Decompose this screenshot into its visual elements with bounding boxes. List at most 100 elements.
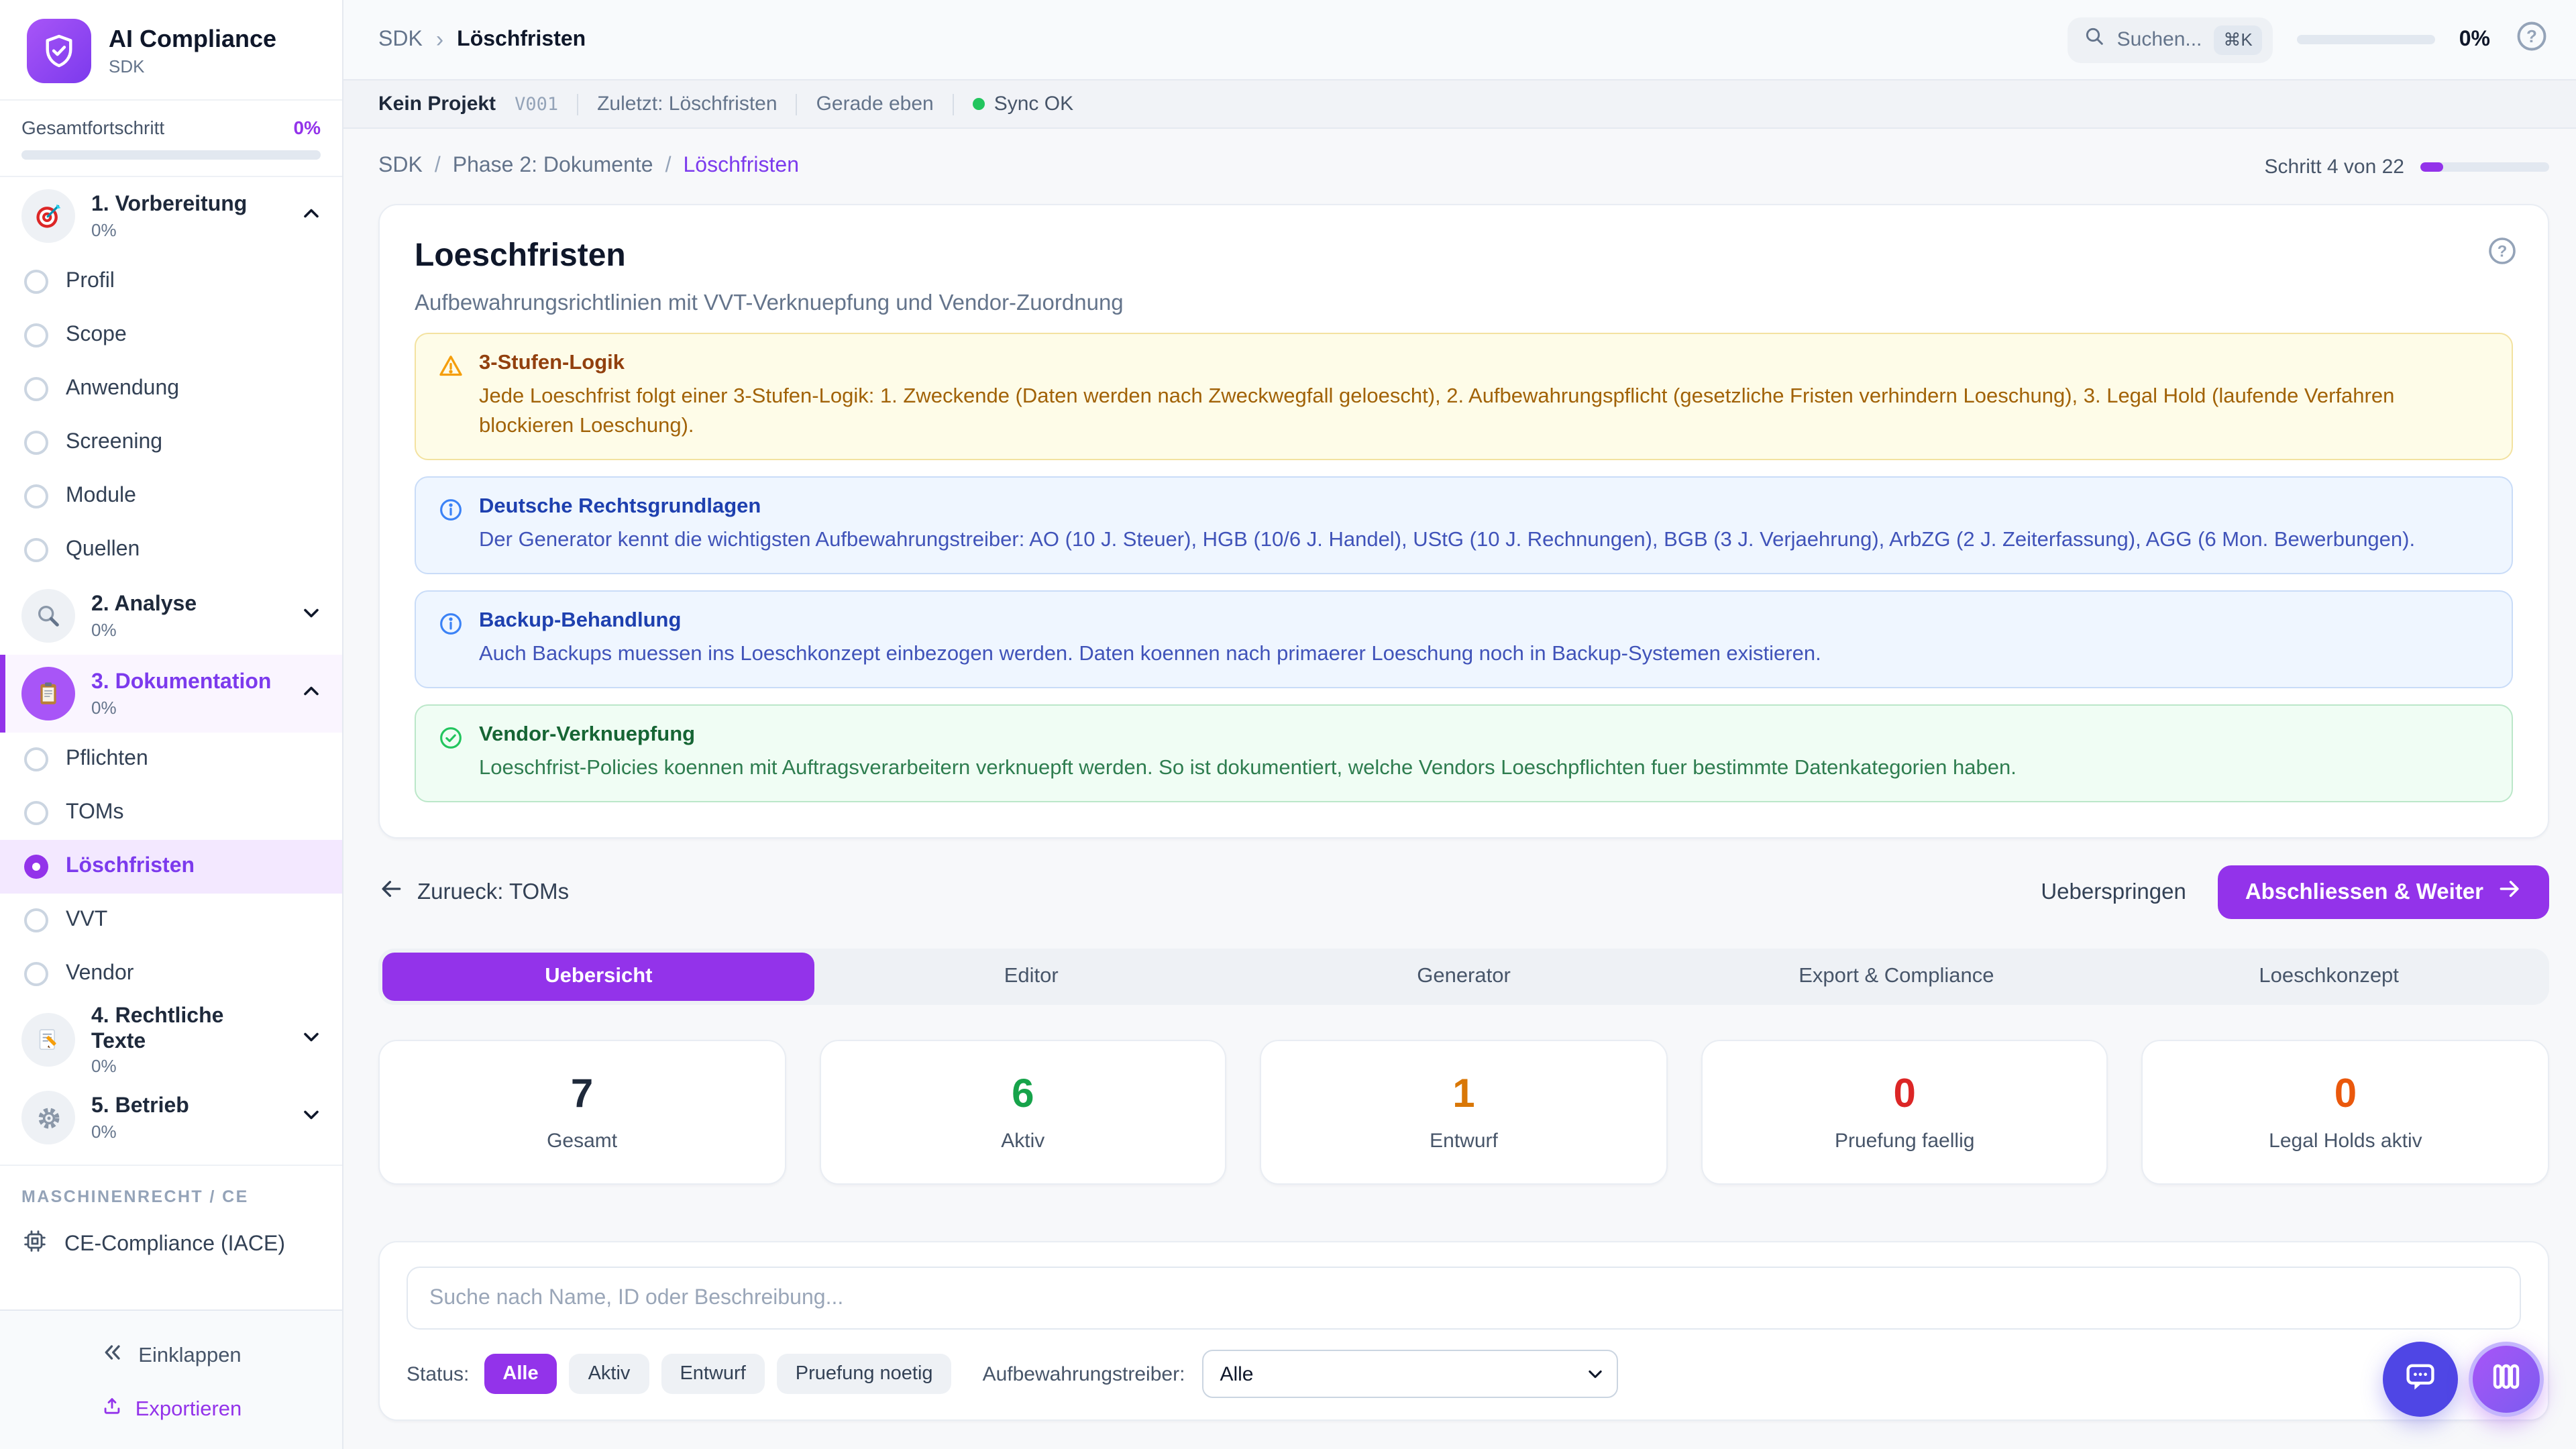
stat-entwurf: 1 Entwurf [1260, 1040, 1668, 1185]
sidebar-item-quellen[interactable]: Quellen [0, 523, 342, 577]
board-view-button[interactable] [2469, 1342, 2544, 1417]
sidebar-item-pflichten[interactable]: Pflichten [0, 733, 342, 786]
header-progress-bar [2296, 35, 2435, 44]
double-chevron-left-icon [101, 1340, 125, 1371]
topbar-breadcrumb: SDK › Löschfristen [378, 26, 586, 53]
search-icon [2084, 25, 2105, 54]
app-subtitle: SDK [109, 56, 145, 76]
sidebar-item-screening[interactable]: Screening [0, 416, 342, 470]
app-logo-row: AI Compliance SDK [0, 0, 342, 101]
warning-triangle-icon [437, 353, 464, 441]
breadcrumb-phase[interactable]: Phase 2: Dokumente [452, 154, 653, 177]
chevron-right-icon: › [435, 26, 444, 52]
section-percent: 0% [91, 619, 117, 640]
group-label-maschinenrecht: MASCHINENRECHT / CE [21, 1187, 249, 1206]
radio-unchecked-icon [24, 538, 48, 562]
svg-text:?: ? [2526, 26, 2537, 46]
check-circle-icon [437, 724, 464, 784]
version-badge: V001 [515, 93, 559, 115]
radio-unchecked-icon [24, 484, 48, 508]
section-title: 3. Dokumentation [91, 671, 272, 694]
stat-gesamt: 7 Gesamt [378, 1040, 786, 1185]
sidebar-item-loeschfristen[interactable]: Löschfristen [0, 840, 342, 894]
chevron-down-icon [299, 600, 323, 631]
finish-next-button[interactable]: Abschliessen & Weiter [2218, 865, 2549, 919]
tab-bar: Uebersicht Editor Generator Export & Com… [378, 949, 2549, 1005]
divider [0, 1165, 342, 1166]
shield-logo-icon [27, 19, 91, 83]
section-title: 5. Betrieb [91, 1095, 189, 1118]
sidebar-item-anwendung[interactable]: Anwendung [0, 362, 342, 416]
breadcrumb-root[interactable]: SDK [378, 28, 423, 50]
driver-select[interactable]: Alle [1202, 1350, 1619, 1398]
sidebar-item-profil[interactable]: Profil [0, 255, 342, 309]
back-button[interactable]: Zurueck: TOMs [378, 876, 569, 908]
chevron-up-icon [299, 201, 323, 231]
collapse-sidebar-button[interactable]: Einklappen [0, 1330, 342, 1382]
tab-export-compliance[interactable]: Export & Compliance [1799, 965, 1994, 987]
stat-label: Aktiv [1001, 1130, 1045, 1152]
section-title: 4. Rechtliche Texte [91, 1004, 224, 1053]
tab-uebersicht[interactable]: Uebersicht [382, 953, 815, 1001]
section-percent: 0% [91, 219, 117, 240]
section-percent: 0% [91, 697, 117, 718]
status-filter-entwurf[interactable]: Entwurf [661, 1354, 765, 1394]
page-content: SDK / Phase 2: Dokumente / Löschfristen … [343, 129, 2576, 1449]
divider [577, 93, 579, 115]
sidebar-item-vendor[interactable]: Vendor [0, 947, 342, 1001]
export-button[interactable]: Exportieren [0, 1382, 342, 1425]
breadcrumb-sdk[interactable]: SDK [378, 154, 423, 177]
sidebar-item-ce-compliance[interactable]: CE-Compliance (IACE) [0, 1214, 342, 1275]
box-title: Vendor-Verknuepfung [479, 723, 696, 746]
skip-button[interactable]: Ueberspringen [2041, 879, 2186, 904]
info-circle-icon [437, 496, 464, 555]
help-icon[interactable]: ? [2514, 19, 2549, 60]
sidebar-section-rechtliche-texte[interactable]: 4. Rechtliche Texte 0% [0, 1001, 342, 1079]
section-title: 1. Vorbereitung [91, 193, 248, 217]
status-filter-alle[interactable]: Alle [484, 1354, 557, 1394]
sidebar-item-toms[interactable]: TOMs [0, 786, 342, 840]
sidebar-section-vorbereitung[interactable]: 1. Vorbereitung 0% [0, 177, 342, 255]
overall-progress-bar [21, 150, 321, 160]
tab-editor[interactable]: Editor [1004, 965, 1059, 987]
sidebar-section-betrieb[interactable]: 5. Betrieb 0% [0, 1079, 342, 1157]
policy-search-input[interactable] [407, 1267, 2521, 1330]
columns-icon [2490, 1360, 2522, 1399]
app-title: AI Compliance [109, 25, 277, 53]
breadcrumb-current: Löschfristen [457, 28, 586, 50]
sidebar-item-scope[interactable]: Scope [0, 309, 342, 362]
info-box-rechtsgrundlagen: Deutsche Rechtsgrundlagen Der Generator … [415, 476, 2513, 574]
target-icon [21, 189, 75, 243]
stat-legal-holds: 0 Legal Holds aktiv [2141, 1040, 2549, 1185]
sidebar-item-module[interactable]: Module [0, 470, 342, 523]
status-filter-label: Status: [407, 1362, 470, 1385]
chat-assistant-button[interactable] [2383, 1342, 2458, 1417]
tab-loeschkonzept[interactable]: Loeschkonzept [2259, 965, 2399, 987]
radio-unchecked-icon [24, 908, 48, 932]
sidebar-section-analyse[interactable]: 2. Analyse 0% [0, 577, 342, 655]
stat-value: 0 [1893, 1072, 1916, 1116]
section-percent: 0% [91, 1121, 117, 1142]
sidebar-item-vvt[interactable]: VVT [0, 894, 342, 947]
warning-box-stufen-logik: 3-Stufen-Logik Jede Loeschfrist folgt ei… [415, 333, 2513, 460]
last-visited: Zuletzt: Löschfristen [597, 93, 777, 115]
global-search-button[interactable]: Suchen... ⌘K [2067, 17, 2273, 62]
breadcrumb-page-current: Löschfristen [683, 154, 799, 177]
page-subtitle: Aufbewahrungsrichtlinien mit VVT-Verknue… [415, 291, 1124, 315]
stat-label: Gesamt [547, 1130, 618, 1152]
step-progress-fill [2420, 162, 2444, 171]
status-filter-aktiv[interactable]: Aktiv [569, 1354, 649, 1394]
status-filter-pruefung-noetig[interactable]: Pruefung noetig [776, 1354, 952, 1394]
divider [952, 93, 954, 115]
tab-generator[interactable]: Generator [1417, 965, 1511, 987]
chat-bubble-icon [2403, 1358, 2438, 1400]
main-area: SDK › Löschfristen Suchen... ⌘K 0% ? Kei… [343, 0, 2576, 1449]
sidebar-footer: Einklappen Exportieren [0, 1309, 342, 1449]
export-icon [101, 1395, 123, 1425]
box-title: 3-Stufen-Logik [479, 352, 625, 374]
help-icon[interactable]: ? [2486, 235, 2518, 274]
radio-unchecked-icon [24, 377, 48, 401]
sidebar: AI Compliance SDK Gesamtfortschritt 0% 1… [0, 0, 343, 1449]
sidebar-section-dokumentation[interactable]: 3. Dokumentation 0% [0, 655, 342, 733]
